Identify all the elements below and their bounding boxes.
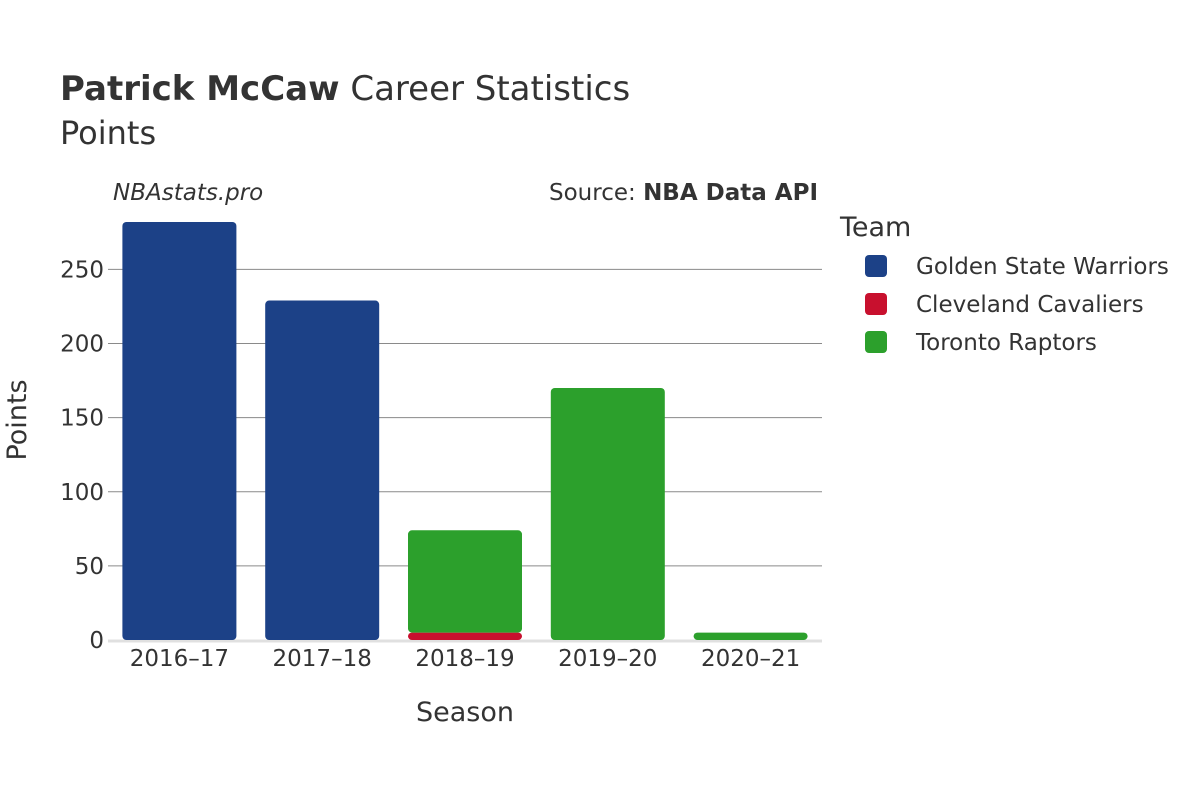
source-name: NBA Data API [643, 180, 818, 206]
legend: Golden State Warriors Cleveland Cavaliers… [865, 254, 1169, 356]
y-tick-label: 0 [89, 628, 104, 654]
source-label: Source: [549, 180, 643, 206]
x-tick-label: 2019–20 [558, 646, 657, 672]
bar [408, 632, 522, 640]
legend-swatch [865, 255, 887, 277]
bars [122, 222, 808, 640]
x-tick-label: 2018–19 [415, 646, 514, 672]
legend-label: Golden State Warriors [916, 254, 1169, 280]
y-axis-ticks: 0 50 100 150 200 250 [60, 257, 104, 654]
chart-title-rest: Career Statistics [340, 69, 631, 109]
y-tick-label: 150 [60, 406, 104, 432]
source-credit: Source: NBA Data API [549, 180, 818, 206]
x-tick-label: 2017–18 [273, 646, 372, 672]
y-axis-title: Points [2, 379, 33, 460]
bar [550, 388, 665, 640]
legend-label: Toronto Raptors [915, 330, 1097, 356]
watermark: NBAstats.pro [113, 180, 263, 206]
x-tick-label: 2020–21 [701, 646, 800, 672]
y-tick-label: 100 [60, 480, 104, 506]
bar [693, 632, 808, 640]
y-tick-label: 250 [60, 257, 104, 283]
chart-title-bold: Patrick McCaw [60, 69, 340, 109]
x-tick-label: 2016–17 [130, 646, 229, 672]
y-tick-label: 50 [75, 554, 104, 580]
legend-title: Team [839, 212, 911, 243]
bar [122, 222, 237, 640]
chart-title: Patrick McCaw Career Statistics [60, 69, 630, 109]
legend-swatch [865, 331, 887, 353]
x-axis-title: Season [416, 697, 514, 728]
bar [265, 300, 380, 640]
bar [408, 530, 522, 633]
y-tick-label: 200 [60, 332, 104, 358]
x-axis-ticks: 2016–17 2017–18 2018–19 2019–20 2020–21 [130, 646, 801, 672]
chart-subtitle: Points [60, 114, 156, 152]
legend-label: Cleveland Cavaliers [916, 292, 1144, 318]
legend-swatch [865, 293, 887, 315]
